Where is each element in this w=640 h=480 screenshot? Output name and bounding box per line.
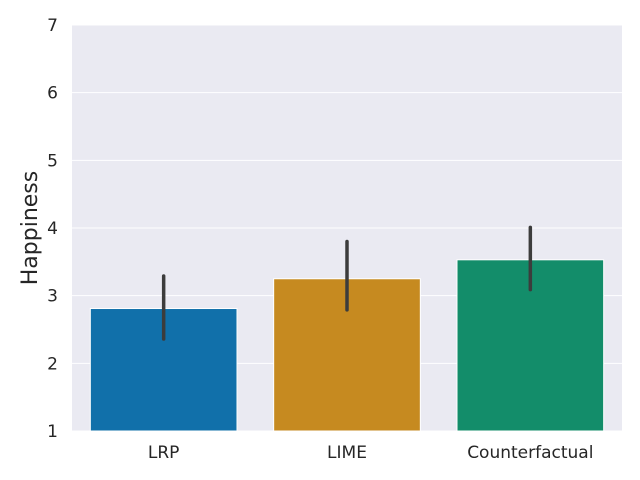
x-tick-label: LIME — [327, 443, 367, 463]
y-tick-label: 1 — [47, 422, 58, 442]
y-tick-labels: 1 2 3 4 5 6 7 — [47, 16, 58, 442]
x-tick-label: Counterfactual — [467, 443, 593, 463]
y-tick-label: 3 — [47, 287, 58, 307]
y-tick-label: 4 — [47, 219, 58, 239]
y-tick-label: 7 — [47, 16, 58, 36]
y-tick-label: 6 — [47, 84, 58, 104]
y-axis-label: Happiness — [18, 171, 43, 285]
y-tick-label: 5 — [47, 151, 58, 171]
error-bars — [161, 225, 533, 341]
y-tick-label: 2 — [47, 354, 58, 374]
x-tick-label: LRP — [148, 443, 180, 463]
x-tick-labels: LRP LIME Counterfactual — [148, 443, 594, 463]
